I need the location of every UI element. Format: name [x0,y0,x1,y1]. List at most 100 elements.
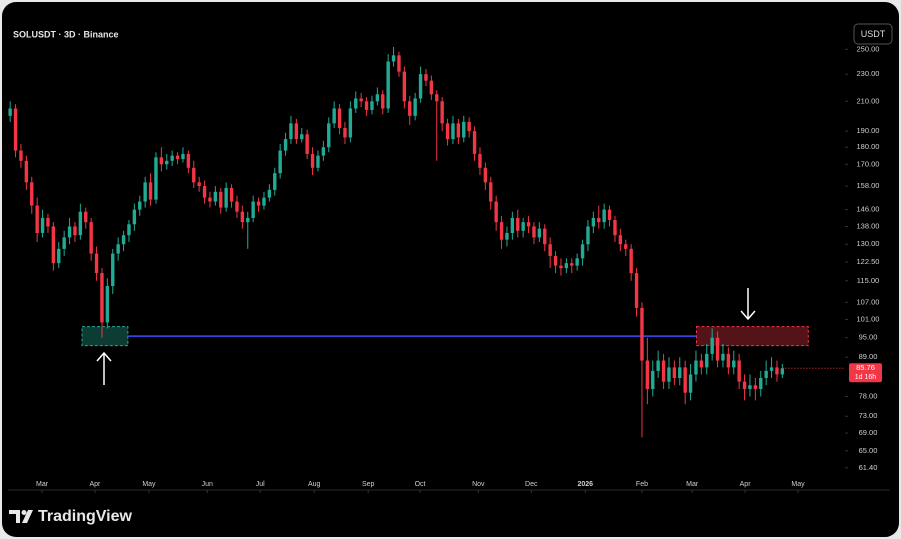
y-tick-label: 65.00 [859,446,878,455]
candle-body [30,182,34,206]
candle-body [381,94,385,109]
candle-body [240,211,245,223]
candle-body [310,153,315,168]
candle-body [769,367,774,371]
candle-body [159,157,164,165]
candle-body [429,80,434,95]
candle-body [127,224,131,236]
candle-body [435,94,439,102]
candle-body [413,98,417,116]
candle-body [370,101,374,110]
candle-body [721,353,725,361]
candle-body [467,121,471,132]
candle-body [656,360,660,371]
candle-body [111,253,115,287]
candle-body [278,150,282,174]
candle-body [300,134,304,140]
candle-body [456,123,461,138]
candle-body [175,155,180,160]
candle-body [759,377,763,389]
currency-button[interactable] [853,23,893,45]
candle-body [8,108,12,116]
candle-body [359,98,363,102]
candle-body [219,191,223,208]
candle-body [424,74,428,81]
candle-body [742,381,747,389]
price-tag-value: 85.76 [856,363,875,372]
candle-body [246,217,250,223]
candle-body [78,211,83,236]
arrow-down [740,288,756,321]
y-tick-label: 89.00 [859,352,878,361]
candle-body [116,244,120,254]
x-tick-label: Sep [362,481,375,488]
candle-body [645,360,650,389]
x-tick-label: Apr [740,481,752,488]
candle-body [570,263,574,266]
candle-body [364,101,369,110]
y-tick-label: 78.00 [859,391,878,400]
x-tick-label: Dec [525,481,538,488]
candle-body [62,237,66,249]
price-zone [81,326,129,347]
candle-body [613,220,617,236]
candle-body [186,153,191,168]
candle-body [710,337,714,354]
candle-body [672,367,677,378]
candle-body [651,370,655,389]
candle-body [46,217,50,227]
candle-body [445,123,450,140]
candle-body [748,385,752,389]
x-tick-label: May [791,481,805,488]
candle-body [564,263,569,269]
candle-body [51,226,56,264]
y-tick-label: 61.40 [859,463,878,472]
x-tick-label: Aug [308,481,321,488]
candle-body [418,74,423,99]
candle-body [354,98,358,109]
candle-body [548,244,552,256]
candle-body [483,167,488,183]
candle-body [256,201,261,206]
y-tick-label: 170.00 [857,159,880,168]
candle-body [683,367,687,393]
candle-body [94,253,99,274]
y-tick-label: 158.00 [857,181,880,190]
candle-body [138,201,142,210]
candle-body [89,222,93,254]
currency-label[interactable]: USDT [861,29,886,39]
candle-body [202,186,207,198]
candle-body [586,226,590,245]
candle-body [192,167,196,183]
y-tick-label: 230.00 [857,69,880,78]
candle-body [597,217,601,223]
candle-body [316,155,320,168]
candle-body [208,197,212,202]
y-tick-label: 190.00 [857,126,880,135]
candle-body [543,228,547,245]
y-tick-label: 210.00 [857,96,880,105]
candle-body [337,108,342,129]
candle-body [321,147,326,156]
x-tick-label: Feb [636,481,648,488]
candle-body [67,226,72,238]
candle-body [478,153,482,168]
y-tick-label: 250.00 [857,44,880,53]
candle-body [305,134,309,154]
candle-body [618,235,623,245]
candle-body [235,201,239,212]
candle-body [197,182,201,187]
candle-body [391,55,396,62]
x-tick-label: Oct [415,481,426,488]
candle-body [73,226,77,236]
candle-body [688,374,693,393]
candle-body [726,353,731,368]
y-tick-label: 146.00 [857,205,880,214]
candle-body [154,157,158,200]
chart-title: SOLUSDT · 3D · Binance [13,29,119,39]
brand-logo [9,510,33,523]
candle-body [40,217,45,233]
candle-body [532,226,536,238]
y-tick-label: 107.00 [857,297,880,306]
